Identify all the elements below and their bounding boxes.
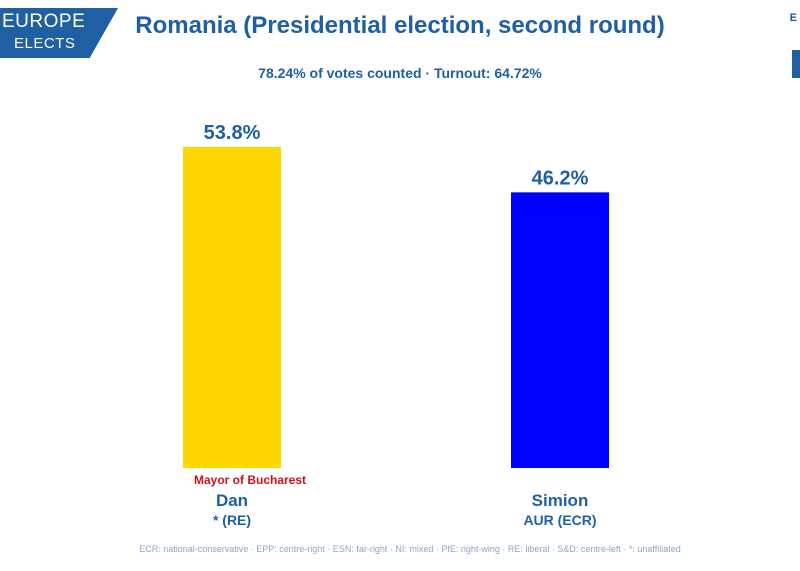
logo-line-2: ELECTS <box>14 35 76 52</box>
data-label-simion: 46.2% <box>532 167 589 189</box>
party-legend-footer: ECR: national-conservative · EPP: centre… <box>139 544 681 554</box>
candidate-note: Mayor of Bucharest <box>193 473 307 487</box>
chart-subtitle: 78.24% of votes counted · Turnout: 64.72… <box>258 65 542 81</box>
bar-simion <box>511 192 609 469</box>
europe-elects-logo: EUROPE ELECTS <box>0 8 118 58</box>
candidate-name-dan: Dan <box>215 491 249 510</box>
logo-line-1: EUROPE <box>2 11 86 32</box>
candidate-party-simion: AUR (ECR) <box>523 512 597 528</box>
chart-title: Romania (Presidential election, second r… <box>135 12 665 39</box>
corner-decoration <box>792 50 800 78</box>
candidate-name-simion: Simion <box>531 491 589 510</box>
bar-dan <box>183 147 281 468</box>
data-label-dan: 53.8% <box>204 122 261 144</box>
corner-text: E <box>789 12 797 24</box>
candidate-party-dan: * (RE) <box>212 512 252 528</box>
